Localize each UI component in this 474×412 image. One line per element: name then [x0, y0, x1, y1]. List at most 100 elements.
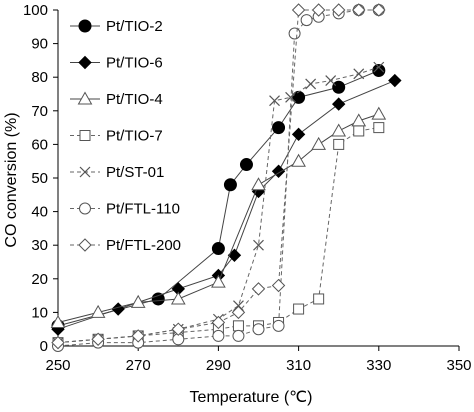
- x-tick-label: 250: [45, 357, 70, 374]
- x-tick-label: 310: [286, 357, 311, 374]
- data-point: [353, 68, 365, 80]
- data-point: [232, 329, 245, 342]
- data-point: [91, 332, 105, 346]
- data-point: [212, 329, 225, 342]
- data-point: [333, 138, 345, 150]
- legend-label: Pt/TIO-6: [106, 55, 163, 72]
- data-point: [239, 158, 253, 172]
- data-point: [211, 242, 225, 256]
- data-point: [272, 121, 286, 135]
- legend-item: Pt/TIO-2: [70, 18, 163, 35]
- legend-item: Pt/TIO-7: [70, 128, 163, 145]
- data-point: [372, 63, 386, 77]
- data-point: [232, 320, 244, 332]
- data-point: [325, 75, 337, 86]
- data-point: [352, 3, 366, 17]
- data-point: [373, 61, 385, 73]
- legend-marker: [77, 91, 93, 105]
- data-point: [305, 78, 317, 90]
- y-tick-label: 50: [31, 170, 48, 187]
- data-point: [233, 300, 244, 312]
- data-point: [170, 291, 186, 305]
- legend-label: Pt/TIO-2: [106, 18, 163, 35]
- legend-item: Pt/TIO-4: [70, 91, 163, 108]
- legend-label: Pt/ST-01: [106, 164, 164, 181]
- y-tick-label: 30: [31, 237, 48, 254]
- legend-item: Pt/TIO-6: [70, 55, 163, 72]
- axes: 0 10 20 30 40 50 60 70 80 90 100 250 270 290 310 330 350: [23, 2, 472, 374]
- data-point: [292, 90, 306, 104]
- data-point: [311, 3, 326, 17]
- data-point: [313, 293, 325, 305]
- series-layer: [50, 3, 402, 352]
- series-pt-tio-4: [50, 106, 387, 328]
- data-point: [131, 329, 145, 343]
- data-point: [252, 323, 265, 336]
- y-tick-label: 20: [31, 271, 48, 288]
- data-point: [271, 278, 286, 293]
- legend-marker: [79, 130, 91, 141]
- series-pt-tio-2: [51, 63, 386, 333]
- data-point: [171, 322, 186, 336]
- legend-marker: [78, 55, 92, 70]
- y-tick-label: 10: [31, 304, 48, 321]
- data-point: [130, 294, 146, 308]
- series-pt-ftl-110: [52, 4, 385, 352]
- legend-label: Pt/FTL-200: [106, 237, 181, 254]
- data-point: [353, 125, 365, 137]
- data-point: [291, 127, 306, 142]
- legend-marker: [78, 19, 92, 33]
- series-line: [57, 113, 379, 323]
- legend: Pt/TIO-2 Pt/TIO-6 Pt/TIO-4 Pt/TIO-7 Pt/ST-01…: [70, 18, 181, 254]
- x-tick-label: 330: [366, 357, 391, 374]
- data-point: [331, 3, 346, 17]
- y-tick-label: 0: [40, 338, 48, 355]
- legend-marker: [78, 238, 92, 252]
- x-tick-label: 270: [126, 357, 151, 374]
- series-line: [57, 80, 396, 330]
- data-point: [90, 304, 106, 318]
- data-point: [272, 319, 285, 332]
- data-point: [331, 123, 347, 137]
- legend-label: Pt/TIO-7: [106, 128, 163, 145]
- data-point: [251, 177, 266, 191]
- y-axis-label: CO conversion (%): [3, 112, 20, 247]
- data-point: [111, 302, 125, 316]
- x-axis-label: Temperature (℃): [190, 389, 313, 406]
- data-point: [288, 27, 301, 40]
- legend-marker: [79, 166, 91, 178]
- y-tick-label: 100: [23, 2, 48, 19]
- data-point: [227, 248, 242, 262]
- y-tick-label: 90: [31, 36, 48, 53]
- legend-item: Pt/FTL-200: [70, 237, 181, 254]
- data-point: [373, 122, 385, 134]
- data-point: [231, 305, 246, 320]
- data-point: [51, 335, 65, 350]
- legend-label: Pt/TIO-4: [106, 91, 163, 108]
- y-tick-label: 70: [31, 103, 48, 120]
- data-point: [331, 97, 346, 111]
- data-point: [332, 80, 346, 94]
- data-point: [291, 3, 306, 17]
- data-point: [151, 292, 165, 306]
- legend-item: Pt/FTL-110: [70, 201, 180, 218]
- x-tick-label: 290: [206, 357, 231, 374]
- legend-label: Pt/FTL-110: [106, 201, 180, 218]
- y-tick-label: 80: [31, 69, 48, 86]
- data-point: [311, 136, 327, 150]
- data-point: [50, 314, 66, 328]
- data-point: [300, 14, 313, 27]
- data-point: [253, 239, 264, 251]
- y-tick-label: 60: [31, 136, 48, 153]
- data-point: [371, 106, 387, 120]
- data-point: [211, 274, 226, 288]
- series-pt-ftl-200: [51, 3, 386, 350]
- data-point: [269, 95, 280, 107]
- data-point: [291, 153, 306, 167]
- x-tick-label: 350: [446, 357, 471, 374]
- data-point: [251, 282, 266, 296]
- data-point: [211, 315, 226, 330]
- legend-item: Pt/ST-01: [70, 164, 164, 181]
